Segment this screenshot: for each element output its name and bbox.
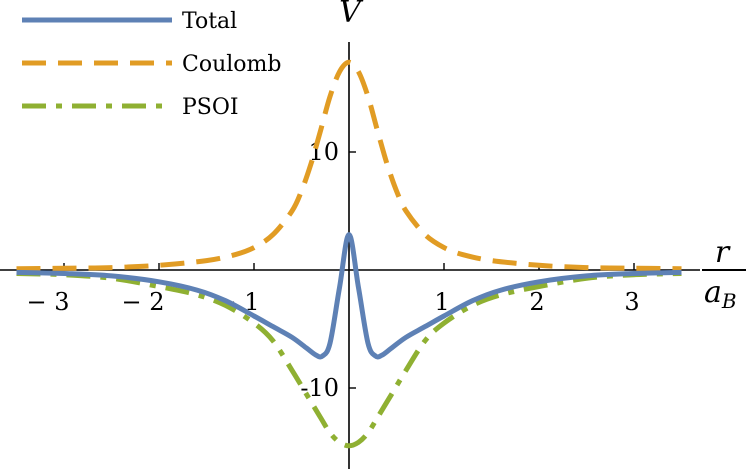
legend-label-psoi: PSOI bbox=[182, 95, 239, 120]
legend-label-coulomb: Coulomb bbox=[182, 52, 281, 77]
series-line-psoi bbox=[16, 271, 682, 449]
series-layer bbox=[16, 59, 682, 449]
legend-label-total: Total bbox=[182, 9, 237, 34]
x-tick-label: − 3 bbox=[26, 288, 69, 316]
x-tick-label: 3 bbox=[624, 288, 639, 316]
series-line-coulomb bbox=[16, 59, 682, 272]
axis-labels: V r aB bbox=[339, 0, 746, 313]
ticks: − 3− 2− 1 1 2 310-10 bbox=[26, 138, 639, 402]
axes bbox=[0, 42, 700, 469]
x-axis-label-numerator: r bbox=[715, 235, 731, 270]
x-tick-label: − 2 bbox=[121, 288, 164, 316]
x-axis-label-denominator: aB bbox=[704, 275, 737, 313]
x-tick-label: 1 bbox=[434, 288, 449, 316]
x-tick-label: 2 bbox=[529, 288, 544, 316]
series-line-total bbox=[16, 232, 682, 360]
legend: Total Coulomb PSOI bbox=[22, 9, 281, 120]
y-axis-label: V bbox=[339, 0, 364, 30]
x-axis-label-denominator-main: a bbox=[704, 275, 722, 310]
x-axis-label-denominator-subscript: B bbox=[721, 289, 737, 313]
